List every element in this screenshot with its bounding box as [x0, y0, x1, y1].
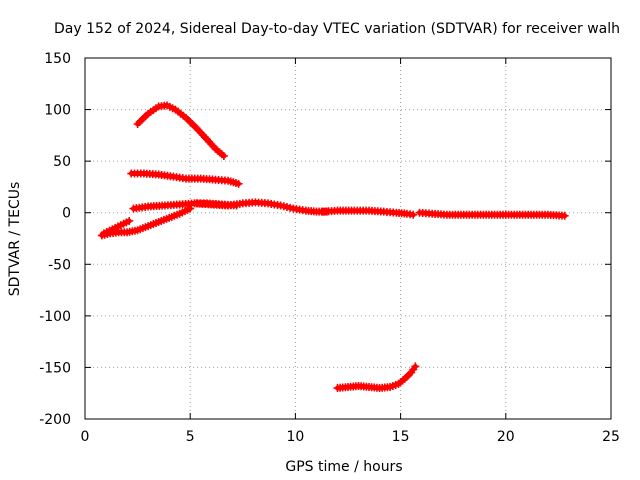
y-tick-label: 50 — [53, 154, 71, 170]
data-point — [560, 211, 569, 220]
series-arc-short — [99, 216, 134, 238]
x-tick-label: 0 — [81, 429, 90, 445]
y-tick-label: -100 — [39, 309, 71, 325]
y-tick-label: 100 — [44, 103, 71, 119]
x-tick-label: 25 — [602, 429, 620, 445]
data-point — [409, 210, 418, 219]
series-arc-near-zero-d — [415, 208, 569, 220]
y-axis: -200 -150 -100 -50 0 50 100 150 — [39, 51, 611, 428]
chart-title: Day 152 of 2024, Sidereal Day-to-day VTE… — [54, 21, 620, 37]
series-arc-high — [133, 101, 228, 160]
x-tick-label: 20 — [497, 429, 515, 445]
data-point — [125, 216, 134, 225]
x-tick-label: 15 — [392, 429, 410, 445]
series-arc-near-zero-c — [318, 206, 418, 219]
y-tick-label: 150 — [44, 51, 71, 67]
y-axis-title: SDTVAR / TECUs — [7, 182, 23, 297]
y-tick-label: -50 — [48, 257, 71, 273]
series-arc-near-zero-b — [192, 198, 331, 216]
y-tick-label: 0 — [62, 206, 71, 222]
x-tick-label: 5 — [186, 429, 195, 445]
series-arc-40 — [127, 169, 243, 188]
plot-frame — [84, 57, 612, 420]
series-arc-low-rise — [97, 204, 195, 240]
grid — [85, 58, 611, 419]
data-point — [234, 179, 243, 188]
x-tick-label: 10 — [286, 429, 304, 445]
data-point — [219, 151, 228, 160]
x-axis: 0 5 10 15 20 25 — [81, 58, 620, 445]
x-axis-title: GPS time / hours — [285, 459, 402, 475]
y-tick-label: -200 — [39, 412, 71, 428]
data-layer — [97, 101, 569, 393]
data-point — [411, 362, 420, 371]
series-arc-minus-170 — [333, 362, 420, 393]
y-tick-label: -150 — [39, 360, 71, 376]
